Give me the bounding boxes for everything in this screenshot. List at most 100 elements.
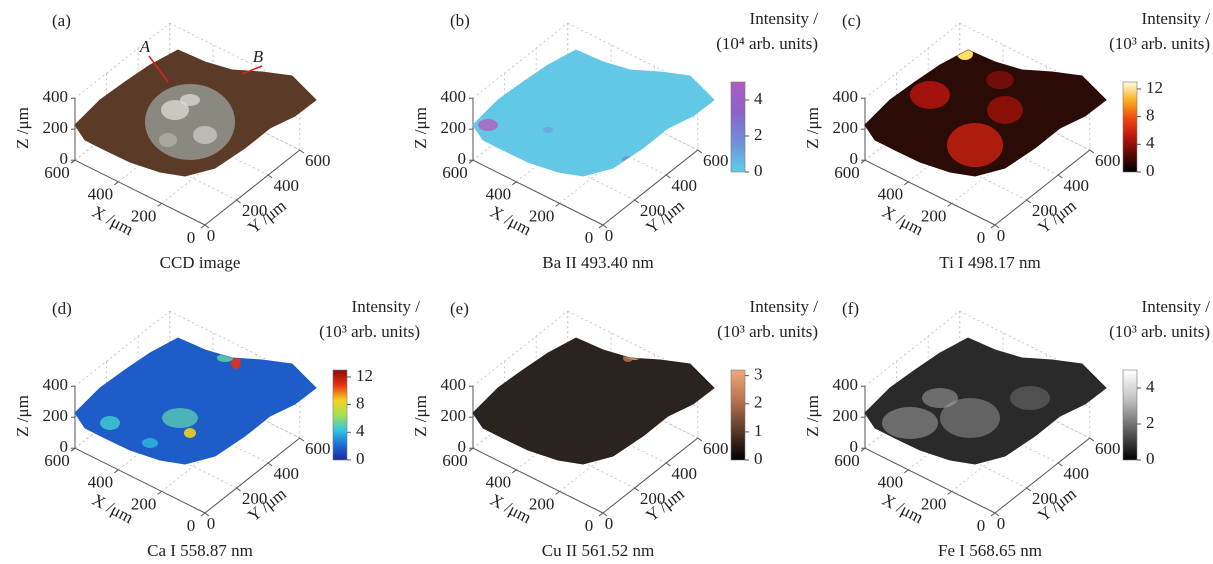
annotation: B <box>253 47 264 66</box>
panel-label: (e) <box>450 299 469 318</box>
surface-spot <box>986 71 1014 89</box>
colorbar-tick-label: 12 <box>356 366 373 385</box>
tick-mark <box>201 225 205 228</box>
colorbar-title: Intensity / <box>750 297 819 316</box>
x-tick-label: 400 <box>486 185 512 204</box>
z-tick-label: 400 <box>832 87 858 106</box>
z-tick-label: 0 <box>849 437 858 456</box>
z-tick-label: 200 <box>832 118 858 137</box>
colorbar-title: (10³ arb. units) <box>319 322 420 341</box>
caption: Cu II 561.52 nm <box>542 541 654 560</box>
panel-label: (a) <box>52 11 71 30</box>
x-tick-label: 400 <box>88 185 114 204</box>
y-tick-label: 600 <box>305 151 331 170</box>
colorbar-tick-label: 0 <box>356 449 365 468</box>
surface-spot <box>159 133 177 147</box>
caption: CCD image <box>160 253 241 272</box>
colorbar-tick-label: 2 <box>754 125 763 144</box>
colorbar-tick-label: 3 <box>754 365 763 384</box>
z-axis-label: Z /μm <box>13 395 32 437</box>
caption: Fe I 568.65 nm <box>938 541 1042 560</box>
z-tick-label: 200 <box>42 118 68 137</box>
tick-mark <box>1027 200 1031 203</box>
z-tick-label: 0 <box>457 149 466 168</box>
x-tick-label: 400 <box>878 473 904 492</box>
y-tick-label: 0 <box>997 226 1006 245</box>
tick-mark <box>1090 150 1094 153</box>
caption: Ba II 493.40 nm <box>542 253 653 272</box>
surface-spot <box>162 408 198 428</box>
y-tick-label: 600 <box>703 151 729 170</box>
tick-mark <box>158 491 162 494</box>
z-axis-label: Z /μm <box>411 395 430 437</box>
colorbar-title: (10³ arb. units) <box>1109 322 1210 341</box>
z-tick-label: 200 <box>440 406 466 425</box>
y-tick-label: 0 <box>207 226 216 245</box>
x-axis-label: X /μm <box>487 490 534 527</box>
surface-spot <box>217 354 233 362</box>
surface-spot <box>478 119 498 131</box>
colorbar <box>731 82 745 172</box>
tick-mark <box>201 513 205 516</box>
tick-mark <box>1027 488 1031 491</box>
surface <box>473 50 714 176</box>
z-tick-label: 400 <box>42 87 68 106</box>
y-tick-label: 0 <box>997 514 1006 533</box>
x-tick-label: 0 <box>585 228 594 247</box>
z-axis-label: Z /μm <box>411 107 430 149</box>
surface-spot <box>922 388 958 408</box>
x-tick-label: 0 <box>187 516 196 535</box>
colorbar-title: (10⁴ arb. units) <box>716 34 818 53</box>
x-tick-label: 0 <box>187 228 196 247</box>
tick-mark <box>237 488 241 491</box>
panel-label: (d) <box>52 299 72 318</box>
colorbar-tick-label: 0 <box>1146 161 1155 180</box>
x-tick-label: 400 <box>88 473 114 492</box>
y-tick-label: 400 <box>273 176 299 195</box>
colorbar-tick-label: 0 <box>1146 449 1155 468</box>
y-tick-label: 400 <box>1063 176 1089 195</box>
colorbar <box>1123 82 1137 172</box>
tick-mark <box>237 200 241 203</box>
y-tick-label: 600 <box>1095 439 1121 458</box>
y-tick-label: 400 <box>273 464 299 483</box>
colorbar-tick-label: 8 <box>1146 106 1155 125</box>
tick-mark <box>991 225 995 228</box>
colorbar-tick-label: 4 <box>356 421 365 440</box>
tick-mark <box>268 463 272 466</box>
y-tick-label: 400 <box>671 176 697 195</box>
colorbar-tick-label: 4 <box>1146 377 1155 396</box>
colorbar-title: Intensity / <box>750 9 819 28</box>
z-tick-label: 0 <box>457 437 466 456</box>
z-tick-label: 0 <box>849 149 858 168</box>
tick-mark <box>114 470 118 473</box>
y-tick-label: 0 <box>605 514 614 533</box>
tick-mark <box>158 203 162 206</box>
tick-mark <box>1058 175 1062 178</box>
surface-spot <box>193 126 217 144</box>
colorbar-title: Intensity / <box>1142 297 1211 316</box>
tick-mark <box>991 513 995 516</box>
x-tick-label: 0 <box>585 516 594 535</box>
x-axis-label: X /μm <box>879 202 926 239</box>
tick-mark <box>635 488 639 491</box>
annotation: A <box>139 37 151 56</box>
z-tick-label: 200 <box>42 406 68 425</box>
surface-spot <box>142 438 158 448</box>
x-axis-label: X /μm <box>879 490 926 527</box>
colorbar-tick-label: 12 <box>1146 78 1163 97</box>
z-tick-label: 400 <box>42 375 68 394</box>
z-axis-label: Z /μm <box>803 107 822 149</box>
panel: 020040060002004006000200400(c)Ti I 498.1… <box>803 9 1210 272</box>
tick-mark <box>948 203 952 206</box>
z-axis-label: Z /μm <box>13 107 32 149</box>
colorbar-tick-label: 1 <box>754 421 763 440</box>
tick-mark <box>300 438 304 441</box>
surface-spot <box>947 123 1003 167</box>
y-tick-label: 600 <box>1095 151 1121 170</box>
z-tick-label: 400 <box>440 375 466 394</box>
colorbar-title: Intensity / <box>1142 9 1211 28</box>
